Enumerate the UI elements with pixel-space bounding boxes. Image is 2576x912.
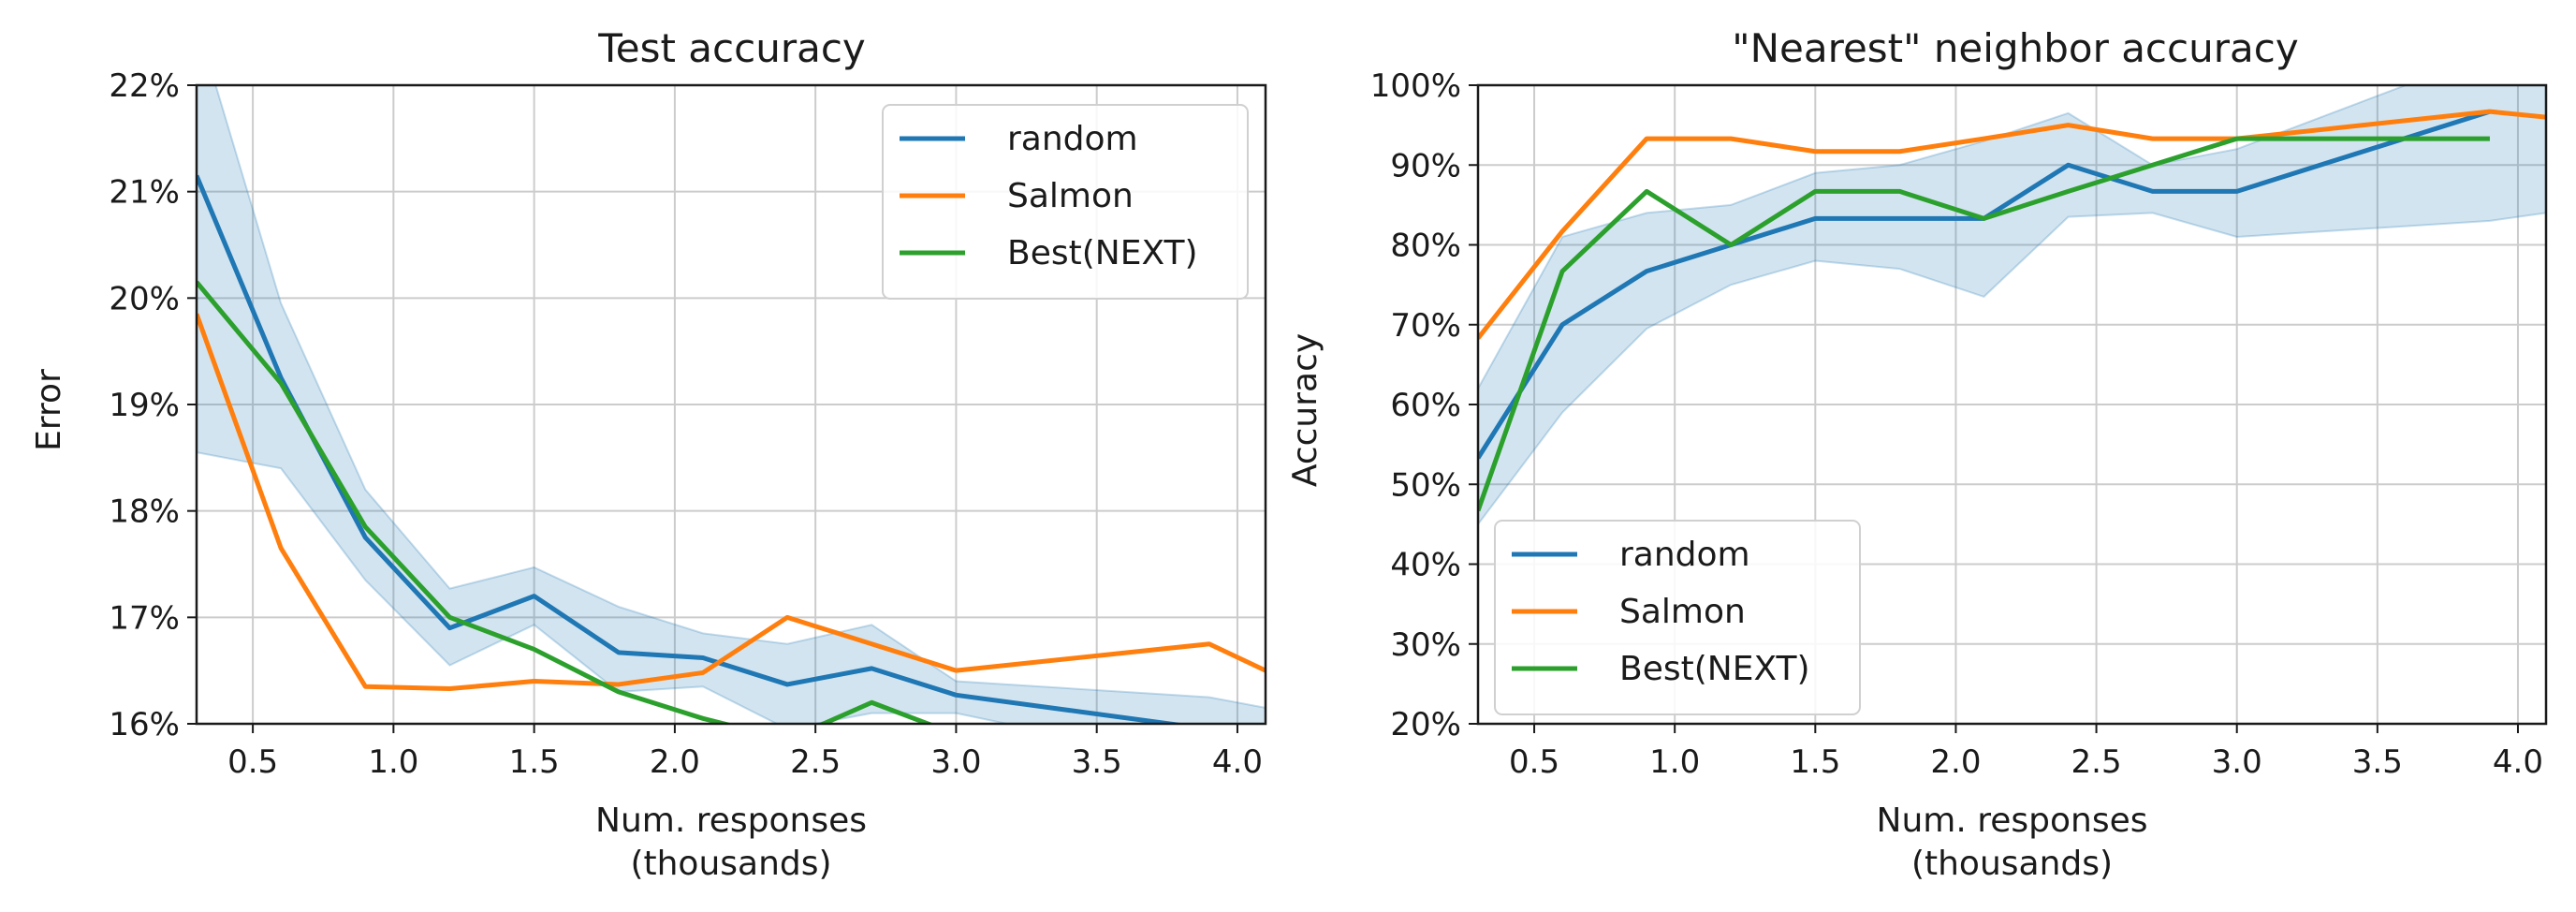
test-accuracy-legend: random Salmon Best(NEXT) (882, 104, 1249, 300)
test-accuracy-xtick-label: 2.0 (650, 743, 700, 781)
test-accuracy-ytick-label: 17% (109, 599, 180, 637)
test-accuracy-xlabel-line: (thousands) (630, 845, 831, 883)
nearest-neighbor-legend: random Salmon Best(NEXT) (1494, 520, 1861, 715)
nearest-neighbor-series-salmon (1478, 109, 2546, 340)
test-accuracy-ytick-label: 22% (109, 67, 180, 105)
test-accuracy-ylabel: Error (30, 369, 68, 451)
test-accuracy-xtick-label: 2.5 (790, 743, 841, 781)
nearest-neighbor-ytick-label: 20% (1390, 706, 1461, 743)
test-accuracy-xtick-label: 3.5 (1072, 743, 1122, 781)
nearest-neighbor-ytick-label: 90% (1390, 147, 1461, 184)
nearest-neighbor-ytick-label: 100% (1370, 67, 1461, 105)
test-accuracy-confidence-band (197, 85, 1266, 724)
test-accuracy-xtick-label: 4.0 (1212, 743, 1263, 781)
test-accuracy-title: Test accuracy (597, 25, 866, 71)
test-accuracy-xtick-label: 3.0 (930, 743, 981, 781)
nearest-neighbor-xlabel-line: Num. responses (1877, 802, 2148, 840)
test-accuracy-xtick-label: 0.5 (227, 743, 278, 781)
nearest-neighbor-legend-label: Best(NEXT) (1619, 650, 1810, 688)
test-accuracy-series-best-next (197, 280, 935, 724)
nearest-neighbor-xlabel: Num. responses (thousands) (1877, 802, 2148, 883)
nearest-neighbor-ytick-label: 50% (1390, 466, 1461, 504)
test-accuracy-legend-label: Best(NEXT) (1007, 234, 1198, 272)
nearest-neighbor-legend-box (1494, 520, 1861, 715)
test-accuracy-series-random (197, 174, 1188, 724)
test-accuracy-xlabel: Num. responses (thousands) (595, 802, 867, 883)
nearest-neighbor-band-group (1478, 85, 2546, 526)
nearest-neighbor-accuracy-panel: "Nearest" neighbor accuracy Accuracy Num… (1286, 25, 2548, 883)
nearest-neighbor-series-best-next (1478, 136, 2490, 512)
nearest-neighbor-xtick-label: 3.0 (2212, 743, 2262, 781)
nearest-neighbor-lines (1478, 109, 2546, 512)
nearest-neighbor-xtick-label: 4.0 (2493, 743, 2543, 781)
nearest-neighbor-xtick-label: 1.0 (1649, 743, 1700, 781)
nearest-neighbor-ylabel: Accuracy (1286, 333, 1325, 487)
nearest-neighbor-series-random (1478, 109, 2491, 460)
nearest-neighbor-confidence-band (1478, 85, 2546, 526)
nearest-neighbor-xtick-label: 0.5 (1509, 743, 1559, 781)
nearest-neighbor-xtick-label: 1.5 (1790, 743, 1840, 781)
nearest-neighbor-legend-label: Salmon (1619, 593, 1746, 631)
test-accuracy-lines (197, 174, 1266, 724)
nearest-neighbor-ytick-label: 80% (1390, 228, 1461, 265)
test-accuracy-panel: Test accuracy Error Num. responses (thous… (30, 25, 1267, 883)
test-accuracy-legend-label: random (1007, 120, 1138, 158)
test-accuracy-legend-label: Salmon (1007, 177, 1134, 215)
nearest-neighbor-legend-label: random (1619, 536, 1750, 574)
nearest-neighbor-xtick-label: 3.5 (2352, 743, 2403, 781)
test-accuracy-ytick-label: 21% (109, 174, 180, 212)
nearest-neighbor-ytick-label: 30% (1390, 626, 1461, 664)
test-accuracy-ytick-label: 18% (109, 493, 180, 531)
test-accuracy-series-salmon (197, 313, 1266, 691)
nearest-neighbor-xlabel-line: (thousands) (1911, 845, 2113, 883)
test-accuracy-ytick-label: 19% (109, 387, 180, 424)
nearest-neighbor-ytick-label: 70% (1390, 307, 1461, 345)
nearest-neighbor-ytick-label: 60% (1390, 387, 1461, 424)
test-accuracy-ytick-label: 20% (109, 280, 180, 317)
test-accuracy-legend-box (882, 104, 1249, 300)
nearest-neighbor-xtick-label: 2.0 (1930, 743, 1981, 781)
test-accuracy-xtick-label: 1.5 (509, 743, 560, 781)
test-accuracy-xlabel-line: Num. responses (595, 802, 867, 840)
nearest-neighbor-title: "Nearest" neighbor accuracy (1732, 25, 2298, 71)
test-accuracy-band-group (197, 85, 1266, 724)
nearest-neighbor-xtick-label: 2.5 (2071, 743, 2122, 781)
nearest-neighbor-ytick-label: 40% (1390, 547, 1461, 584)
test-accuracy-ytick-label: 16% (109, 706, 180, 743)
test-accuracy-xtick-label: 1.0 (368, 743, 418, 781)
